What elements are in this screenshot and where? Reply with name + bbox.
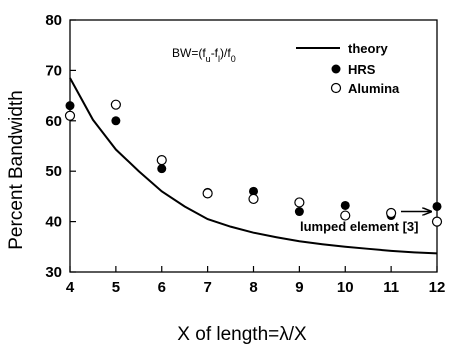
data-point-hrs — [65, 101, 75, 111]
plot-border — [69, 19, 438, 273]
x-axis-title: X of length=λ/X — [177, 324, 307, 345]
bandwidth-formula: BW=(fu-fl)/f0 — [172, 46, 236, 64]
y-tick-label: 50 — [45, 163, 62, 180]
x-tick-label: 6 — [158, 279, 166, 296]
legend: theory HRS Alumina — [296, 41, 400, 96]
x-tick-label: 12 — [429, 279, 446, 296]
x-tick-label: 8 — [249, 279, 257, 296]
data-point-hrs — [432, 201, 442, 211]
x-tick-label: 7 — [203, 279, 211, 296]
legend-hrs-label: HRS — [348, 62, 376, 77]
data-point-alumina — [294, 197, 305, 208]
axis-ticks — [69, 19, 438, 273]
y-tick-label: 80 — [45, 12, 62, 29]
data-point-alumina — [386, 207, 397, 219]
x-tick-label: 11 — [383, 279, 399, 296]
data-point-alumina — [110, 99, 121, 110]
legend-alumina-marker — [330, 82, 342, 94]
data-point-hrs — [340, 200, 350, 210]
data-point-hrs — [111, 116, 121, 126]
series-layer — [64, 77, 443, 255]
y-tick-label: 70 — [45, 62, 62, 79]
x-tick-label: 4 — [66, 279, 75, 296]
x-tick-label: 5 — [112, 279, 120, 296]
x-tick-label: 9 — [295, 279, 303, 296]
y-tick-label: 60 — [45, 113, 62, 130]
x-tick-label: 10 — [337, 279, 354, 296]
series-line-theory — [69, 77, 438, 255]
lumped-element-annotation: lumped element [3] — [300, 212, 431, 234]
data-point-alumina — [156, 155, 167, 166]
data-point-alumina — [248, 193, 259, 205]
data-point-hrs — [294, 207, 304, 217]
plot-frame — [69, 19, 438, 273]
y-tick-label: 30 — [45, 264, 62, 281]
data-point-alumina — [64, 110, 76, 121]
legend-alumina-label: Alumina — [348, 81, 400, 96]
legend-hrs-marker — [331, 64, 341, 74]
data-point-hrs — [157, 164, 167, 174]
legend-theory-label: theory — [348, 41, 389, 56]
axis-tick-labels: 4 5 6 7 8 9 10 11 12 30 40 50 60 70 80 — [45, 12, 445, 296]
data-point-alumina — [340, 210, 351, 221]
lumped-element-label: lumped element [3] — [300, 219, 418, 234]
data-point-alumina — [431, 216, 443, 227]
data-point-hrs — [249, 186, 258, 196]
y-tick-label: 40 — [45, 214, 62, 231]
data-point-alumina — [202, 188, 213, 199]
y-axis-title: Percent Bandwidth — [6, 90, 27, 250]
